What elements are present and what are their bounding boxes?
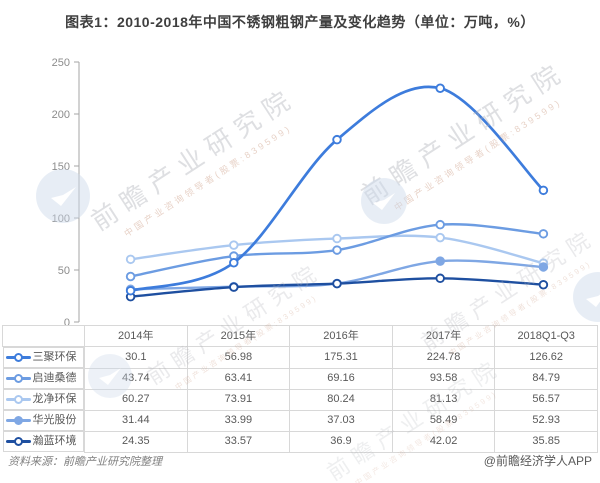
series-legend-cell: 龙净环保 — [2, 389, 84, 410]
value-cell: 37.03 — [289, 409, 393, 432]
y-axis-label: 0 — [64, 317, 70, 329]
data-table: 2014年 2015年 2016年 2017年 2018Q1-Q3 三聚环保 30.1 56.… — [2, 325, 598, 453]
series-legend-cell: 启迪桑德 — [2, 368, 84, 389]
data-point-marker — [435, 219, 445, 230]
value-cell: 33.57 — [186, 430, 291, 453]
value-cell: 24.35 — [84, 430, 188, 453]
value-cell: 43.74 — [84, 367, 188, 390]
y-axis-label: 50 — [58, 265, 70, 277]
data-point-marker — [435, 83, 445, 93]
value-cell: 80.24 — [289, 388, 393, 411]
value-cell: 36.9 — [289, 430, 393, 453]
value-cell: 56.57 — [494, 388, 598, 411]
column-header: 2018Q1-Q3 — [494, 325, 598, 347]
value-cell: 73.91 — [186, 388, 291, 411]
data-point-marker — [125, 254, 136, 265]
data-point-marker — [125, 271, 136, 282]
data-point-marker — [538, 229, 549, 239]
data-point-marker — [332, 278, 342, 289]
value-cell: 30.1 — [84, 346, 188, 369]
series-name: 启迪桑德 — [32, 372, 77, 384]
data-point-marker — [538, 185, 549, 196]
column-header: 2017年 — [391, 325, 496, 347]
legend-corner-cell — [2, 325, 85, 347]
value-cell: 126.62 — [494, 346, 598, 369]
legend-key-icon — [5, 436, 31, 447]
series-name: 龙净环保 — [32, 393, 77, 405]
value-cell: 52.93 — [494, 409, 598, 432]
data-point-marker — [435, 273, 445, 284]
data-point-marker — [229, 240, 239, 250]
value-cell: 84.79 — [494, 367, 598, 390]
series-line-三聚环保 — [129, 85, 545, 293]
value-cell: 175.31 — [289, 346, 393, 369]
table-row: 华光股份 31.44 33.99 37.03 58.49 52.93 — [2, 409, 598, 432]
legend-key-icon — [5, 352, 31, 363]
series-name: 瀚蓝环境 — [32, 435, 77, 447]
series-name: 华光股份 — [32, 414, 77, 426]
column-header: 2015年 — [186, 325, 291, 347]
series-legend-cell: 华光股份 — [2, 410, 84, 431]
data-point-marker — [229, 282, 239, 292]
value-cell: 63.41 — [186, 367, 291, 390]
y-axis-label: 250 — [52, 57, 70, 69]
value-cell: 56.98 — [186, 346, 291, 369]
data-point-marker — [125, 285, 136, 296]
value-cell: 81.13 — [391, 388, 496, 411]
data-point-marker — [332, 233, 342, 244]
data-point-marker — [332, 134, 342, 145]
value-cell: 69.16 — [289, 367, 393, 390]
legend-key-icon — [5, 415, 31, 426]
value-cell: 60.27 — [84, 388, 188, 411]
value-cell: 33.99 — [186, 409, 291, 432]
y-axis-label: 150 — [52, 161, 70, 173]
data-point-marker — [538, 262, 549, 272]
series-name: 三聚环保 — [32, 351, 77, 363]
brand-credit: @前瞻经济学人APP — [483, 454, 592, 468]
y-axis-label: 100 — [52, 213, 70, 225]
data-point-marker — [435, 232, 445, 243]
value-cell: 31.44 — [84, 409, 188, 432]
source-note: 资料来源：前瞻产业研究院整理 — [8, 456, 162, 468]
table-row: 瀚蓝环境 24.35 33.57 36.9 42.02 35.85 — [2, 430, 598, 453]
figure-footer: 资料来源：前瞻产业研究院整理 @前瞻经济学人APP — [0, 452, 600, 469]
value-cell: 224.78 — [391, 346, 496, 369]
column-header: 2016年 — [289, 325, 393, 347]
table-row: 三聚环保 30.1 56.98 175.31 224.78 126.62 — [2, 346, 598, 369]
column-header: 2014年 — [84, 325, 188, 347]
y-axis-label: 200 — [52, 109, 70, 121]
data-point-marker — [538, 279, 549, 290]
value-cell: 58.49 — [391, 409, 496, 432]
value-cell: 93.58 — [391, 367, 496, 390]
series-legend-cell: 瀚蓝环境 — [2, 431, 84, 452]
value-cell: 42.02 — [391, 430, 496, 453]
table-row: 启迪桑德 43.74 63.41 69.16 93.58 84.79 — [2, 367, 598, 390]
line-chart: 0 50 100 150 200 250 — [52, 57, 549, 329]
legend-key-icon — [5, 373, 31, 384]
data-point-marker — [332, 245, 342, 255]
table-header-row: 2014年 2015年 2016年 2017年 2018Q1-Q3 — [2, 325, 598, 347]
chart-title: 图表1：2010-2018年中国不锈钢粗钢产量及变化趋势（单位：万吨，%） — [65, 14, 535, 30]
legend-key-icon — [5, 394, 31, 405]
value-cell: 35.85 — [494, 430, 598, 453]
data-point-marker — [435, 256, 445, 266]
series-legend-cell: 三聚环保 — [2, 347, 84, 368]
data-point-marker — [229, 257, 239, 268]
table-row: 龙净环保 60.27 73.91 80.24 81.13 56.57 — [2, 388, 598, 411]
